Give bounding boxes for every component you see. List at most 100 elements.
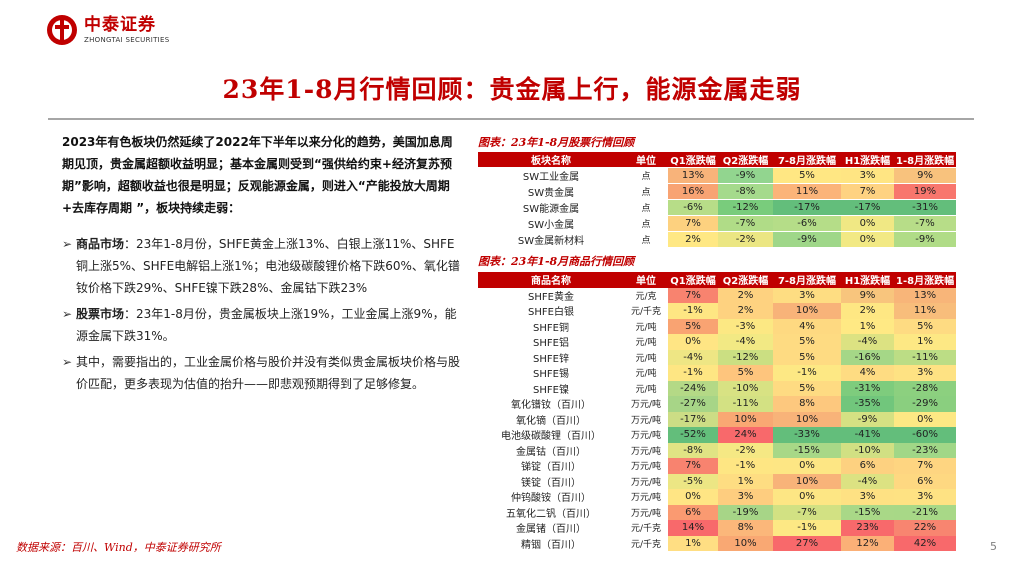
change-pct-cell: 22% bbox=[894, 520, 957, 536]
change-pct-cell: 5% bbox=[718, 365, 773, 381]
change-pct-cell: -9% bbox=[718, 167, 773, 184]
row-name-cell: SHFE铝 bbox=[478, 334, 624, 350]
row-name-cell: 镁锭（百川） bbox=[478, 473, 624, 489]
row-name-cell: 氧化镨钕（百川） bbox=[478, 396, 624, 412]
column-header: Q1涨跌幅 bbox=[668, 152, 718, 168]
change-pct-cell: -19% bbox=[718, 504, 773, 520]
row-name-cell: SW工业金属 bbox=[478, 167, 624, 184]
unit-cell: 元/吨 bbox=[624, 349, 668, 365]
intro-paragraph: 2023年有色板块仍然延续了2022年下半年以来分化的趋势，美国加息周期见顶，贵… bbox=[62, 135, 453, 215]
change-pct-cell: 42% bbox=[894, 535, 957, 551]
arrow-bullet-icon: ➢ bbox=[62, 237, 73, 251]
change-pct-cell: 12% bbox=[841, 535, 894, 551]
change-pct-cell: 0% bbox=[668, 334, 718, 350]
change-pct-cell: -10% bbox=[841, 442, 894, 458]
change-pct-cell: -9% bbox=[773, 231, 841, 248]
stock-performance-table: 板块名称 单位 Q1涨跌幅 Q2涨跌幅 7-8月涨跌幅 H1涨跌幅 1-8月涨跌幅 SW工业… bbox=[478, 152, 957, 248]
change-pct-cell: 7% bbox=[894, 458, 957, 474]
change-pct-cell: 7% bbox=[668, 215, 718, 232]
row-name-cell: SHFE锡 bbox=[478, 365, 624, 381]
unit-cell: 元/吨 bbox=[624, 334, 668, 350]
unit-cell: 元/千克 bbox=[624, 303, 668, 319]
unit-cell: 元/克 bbox=[624, 287, 668, 303]
change-pct-cell: -7% bbox=[718, 215, 773, 232]
change-pct-cell: 0% bbox=[773, 489, 841, 505]
table-row: SW贵金属点 16% -8% 11% 7% 19% bbox=[478, 183, 957, 200]
change-pct-cell: 0% bbox=[773, 458, 841, 474]
table-row: SHFE镍 元/吨 -24% -10% 5% -31% -28% bbox=[478, 380, 957, 396]
unit-cell: 万元/吨 bbox=[624, 458, 668, 474]
change-pct-cell: -2% bbox=[718, 442, 773, 458]
title-divider bbox=[48, 118, 974, 120]
change-pct-cell: -12% bbox=[718, 199, 773, 216]
change-pct-cell: 5% bbox=[773, 334, 841, 350]
change-pct-cell: 27% bbox=[773, 535, 841, 551]
data-source-note: 数据来源：百川、Wind，中泰证券研究所 bbox=[16, 541, 221, 554]
change-pct-cell: -1% bbox=[718, 458, 773, 474]
change-pct-cell: -28% bbox=[894, 380, 957, 396]
change-pct-cell: -27% bbox=[668, 396, 718, 412]
change-pct-cell: 23% bbox=[841, 520, 894, 536]
row-name-cell: 五氧化二钒（百川） bbox=[478, 504, 624, 520]
row-name-cell: SW贵金属 bbox=[478, 183, 624, 200]
change-pct-cell: 19% bbox=[894, 183, 957, 200]
unit-cell: 点 bbox=[624, 231, 668, 248]
change-pct-cell: 14% bbox=[668, 520, 718, 536]
change-pct-cell: 1% bbox=[718, 473, 773, 489]
unit-cell: 点 bbox=[624, 215, 668, 232]
unit-cell: 元/千克 bbox=[624, 535, 668, 551]
change-pct-cell: -29% bbox=[894, 396, 957, 412]
change-pct-cell: -4% bbox=[718, 334, 773, 350]
table-row: 五氧化二钒（百川） 万元/吨 6% -19% -7% -15% -21% bbox=[478, 504, 957, 520]
change-pct-cell: -1% bbox=[773, 365, 841, 381]
unit-cell: 点 bbox=[624, 167, 668, 184]
bullet-item: ➢ 股票市场：23年1-8月份，贵金属板块上涨19%，工业金属上涨9%，能源金属… bbox=[62, 303, 464, 347]
table-row: SW能源金属点 -6% -12% -17% -17% -31% bbox=[478, 199, 957, 216]
change-pct-cell: 11% bbox=[894, 303, 957, 319]
brand-name-en: ZHONGTAI SECURITIES bbox=[84, 35, 170, 44]
table-row: SHFE黄金 元/克 7% 2% 3% 9% 13% bbox=[478, 287, 957, 303]
unit-cell: 万元/吨 bbox=[624, 504, 668, 520]
unit-cell: 元/千克 bbox=[624, 520, 668, 536]
column-header: 单位 bbox=[624, 272, 668, 288]
unit-cell: 元/吨 bbox=[624, 380, 668, 396]
row-name-cell: 仲钨酸铵（百川） bbox=[478, 489, 624, 505]
change-pct-cell: 6% bbox=[668, 504, 718, 520]
table-row: SHFE锌 元/吨 -4% -12% 5% -16% -11% bbox=[478, 349, 957, 365]
slide-title: 23年1-8月行情回顾：贵金属上行，能源金属走弱 bbox=[222, 75, 802, 104]
unit-cell: 元/吨 bbox=[624, 318, 668, 334]
change-pct-cell: 1% bbox=[894, 334, 957, 350]
change-pct-cell: 5% bbox=[668, 318, 718, 334]
unit-cell: 点 bbox=[624, 183, 668, 200]
change-pct-cell: -1% bbox=[668, 365, 718, 381]
change-pct-cell: 8% bbox=[718, 520, 773, 536]
change-pct-cell: -31% bbox=[841, 380, 894, 396]
change-pct-cell: 13% bbox=[668, 167, 718, 184]
change-pct-cell: -33% bbox=[773, 427, 841, 443]
table-row: 金属锗（百川） 元/千克 14% 8% -1% 23% 22% bbox=[478, 520, 957, 536]
column-header: 板块名称 bbox=[478, 152, 624, 168]
change-pct-cell: -60% bbox=[894, 427, 957, 443]
change-pct-cell: 9% bbox=[841, 287, 894, 303]
change-pct-cell: -1% bbox=[668, 303, 718, 319]
change-pct-cell: -12% bbox=[718, 349, 773, 365]
unit-cell: 点 bbox=[624, 199, 668, 216]
table-row: 仲钨酸铵（百川） 万元/吨 0% 3% 0% 3% 3% bbox=[478, 489, 957, 505]
bullet-item: ➢ 商品市场：23年1-8月份，SHFE黄金上涨13%、白银上涨11%、SHFE… bbox=[62, 233, 464, 299]
column-header: Q1涨跌幅 bbox=[668, 272, 718, 288]
row-name-cell: 锑锭（百川） bbox=[478, 458, 624, 474]
bullet-text: ：23年1-8月份，贵金属板块上涨19%，工业金属上涨9%，能源金属下跌31%。 bbox=[76, 307, 457, 343]
commodity-performance-table: 商品名称 单位 Q1涨跌幅 Q2涨跌幅 7-8月涨跌幅 H1涨跌幅 1-8月涨跌幅 SHFE… bbox=[478, 272, 957, 551]
change-pct-cell: -6% bbox=[668, 199, 718, 216]
change-pct-cell: 7% bbox=[668, 287, 718, 303]
table-row: 锑锭（百川） 万元/吨 7% -1% 0% 6% 7% bbox=[478, 458, 957, 474]
change-pct-cell: -10% bbox=[718, 380, 773, 396]
change-pct-cell: -41% bbox=[841, 427, 894, 443]
change-pct-cell: 11% bbox=[773, 183, 841, 200]
change-pct-cell: 2% bbox=[668, 231, 718, 248]
change-pct-cell: 9% bbox=[894, 167, 957, 184]
change-pct-cell: -7% bbox=[773, 504, 841, 520]
change-pct-cell: 3% bbox=[773, 287, 841, 303]
change-pct-cell: -17% bbox=[773, 199, 841, 216]
change-pct-cell: -16% bbox=[841, 349, 894, 365]
